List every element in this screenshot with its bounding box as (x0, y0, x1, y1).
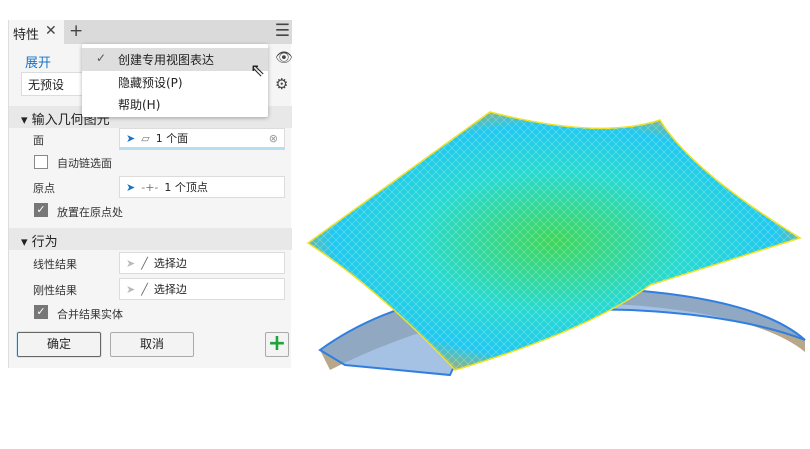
rigid-selector[interactable]: ➤ ╱ 选择边 (119, 278, 285, 300)
rigid-value: 选择边 (153, 283, 187, 296)
expand-link[interactable]: 展开 (25, 52, 52, 73)
origin-value: 1 个顶点 (164, 181, 208, 194)
edge-icon: ╱ (141, 256, 148, 270)
tab-label: 特性 (13, 28, 40, 43)
tab-bar: 特性 ✕ + ☰ (9, 20, 292, 44)
menu-item-label: 帮助(H) (118, 98, 161, 112)
cursor-icon: ➤ (126, 131, 136, 145)
edge-icon: ╱ (141, 282, 148, 296)
linear-value: 选择边 (153, 257, 187, 270)
cursor-icon: ➤ (126, 180, 136, 194)
merge-label: 合并结果实体 (57, 308, 123, 321)
face-value: 1 个面 (155, 132, 189, 145)
gear-icon[interactable]: ⚙ (275, 75, 289, 93)
place-at-origin-checkbox[interactable]: ✓ (34, 203, 48, 217)
clear-icon[interactable]: ⊗ (268, 131, 278, 145)
face-icon: ▱ (141, 131, 150, 145)
menu-item-help[interactable]: 帮助(H) (82, 93, 268, 116)
add-button[interactable]: + (265, 332, 289, 357)
eye-icon[interactable]: 👁 (275, 50, 293, 66)
face-label: 面 (33, 134, 44, 147)
add-tab-icon[interactable]: + (69, 21, 84, 41)
auto-chain-label: 自动链选面 (57, 157, 112, 170)
tab-properties[interactable]: 特性 ✕ (9, 20, 64, 44)
cursor-icon: ➤ (126, 256, 136, 270)
vertex-icon: -+- (141, 180, 159, 194)
origin-label: 原点 (33, 182, 55, 195)
place-at-origin-label: 放置在原点处 (57, 206, 123, 219)
cancel-button[interactable]: 取消 (110, 332, 194, 357)
section-behavior[interactable]: ▾ 行为 (9, 228, 292, 250)
mouse-cursor-icon: ⇖ (250, 60, 266, 81)
rigid-label: 刚性结果 (33, 284, 77, 297)
menu-item-label: 隐藏预设(P) (118, 76, 183, 90)
menu-item-create-view-rep[interactable]: ✓ 创建专用视图表达 (82, 48, 268, 71)
ok-button[interactable]: 确定 (17, 332, 101, 357)
linear-label: 线性结果 (33, 258, 77, 271)
check-icon: ✓ (96, 51, 107, 65)
merge-checkbox[interactable]: ✓ (34, 305, 48, 319)
auto-chain-checkbox[interactable] (34, 155, 48, 169)
linear-selector[interactable]: ➤ ╱ 选择边 (119, 252, 285, 274)
3d-model-viewport[interactable] (300, 100, 810, 390)
close-icon[interactable]: ✕ (45, 23, 57, 39)
menu-item-label: 创建专用视图表达 (118, 53, 215, 67)
menu-icon[interactable]: ☰ (274, 21, 290, 41)
cursor-icon: ➤ (126, 282, 136, 296)
section-title: 行为 (31, 235, 58, 250)
menu-item-hide-presets[interactable]: 隐藏预设(P) (82, 71, 268, 94)
context-menu: ✓ 创建专用视图表达 隐藏预设(P) 帮助(H) (82, 44, 268, 117)
face-selector[interactable]: ➤ ▱ 1 个面 ⊗ (119, 128, 285, 150)
origin-selector[interactable]: ➤ -+- 1 个顶点 (119, 176, 285, 198)
